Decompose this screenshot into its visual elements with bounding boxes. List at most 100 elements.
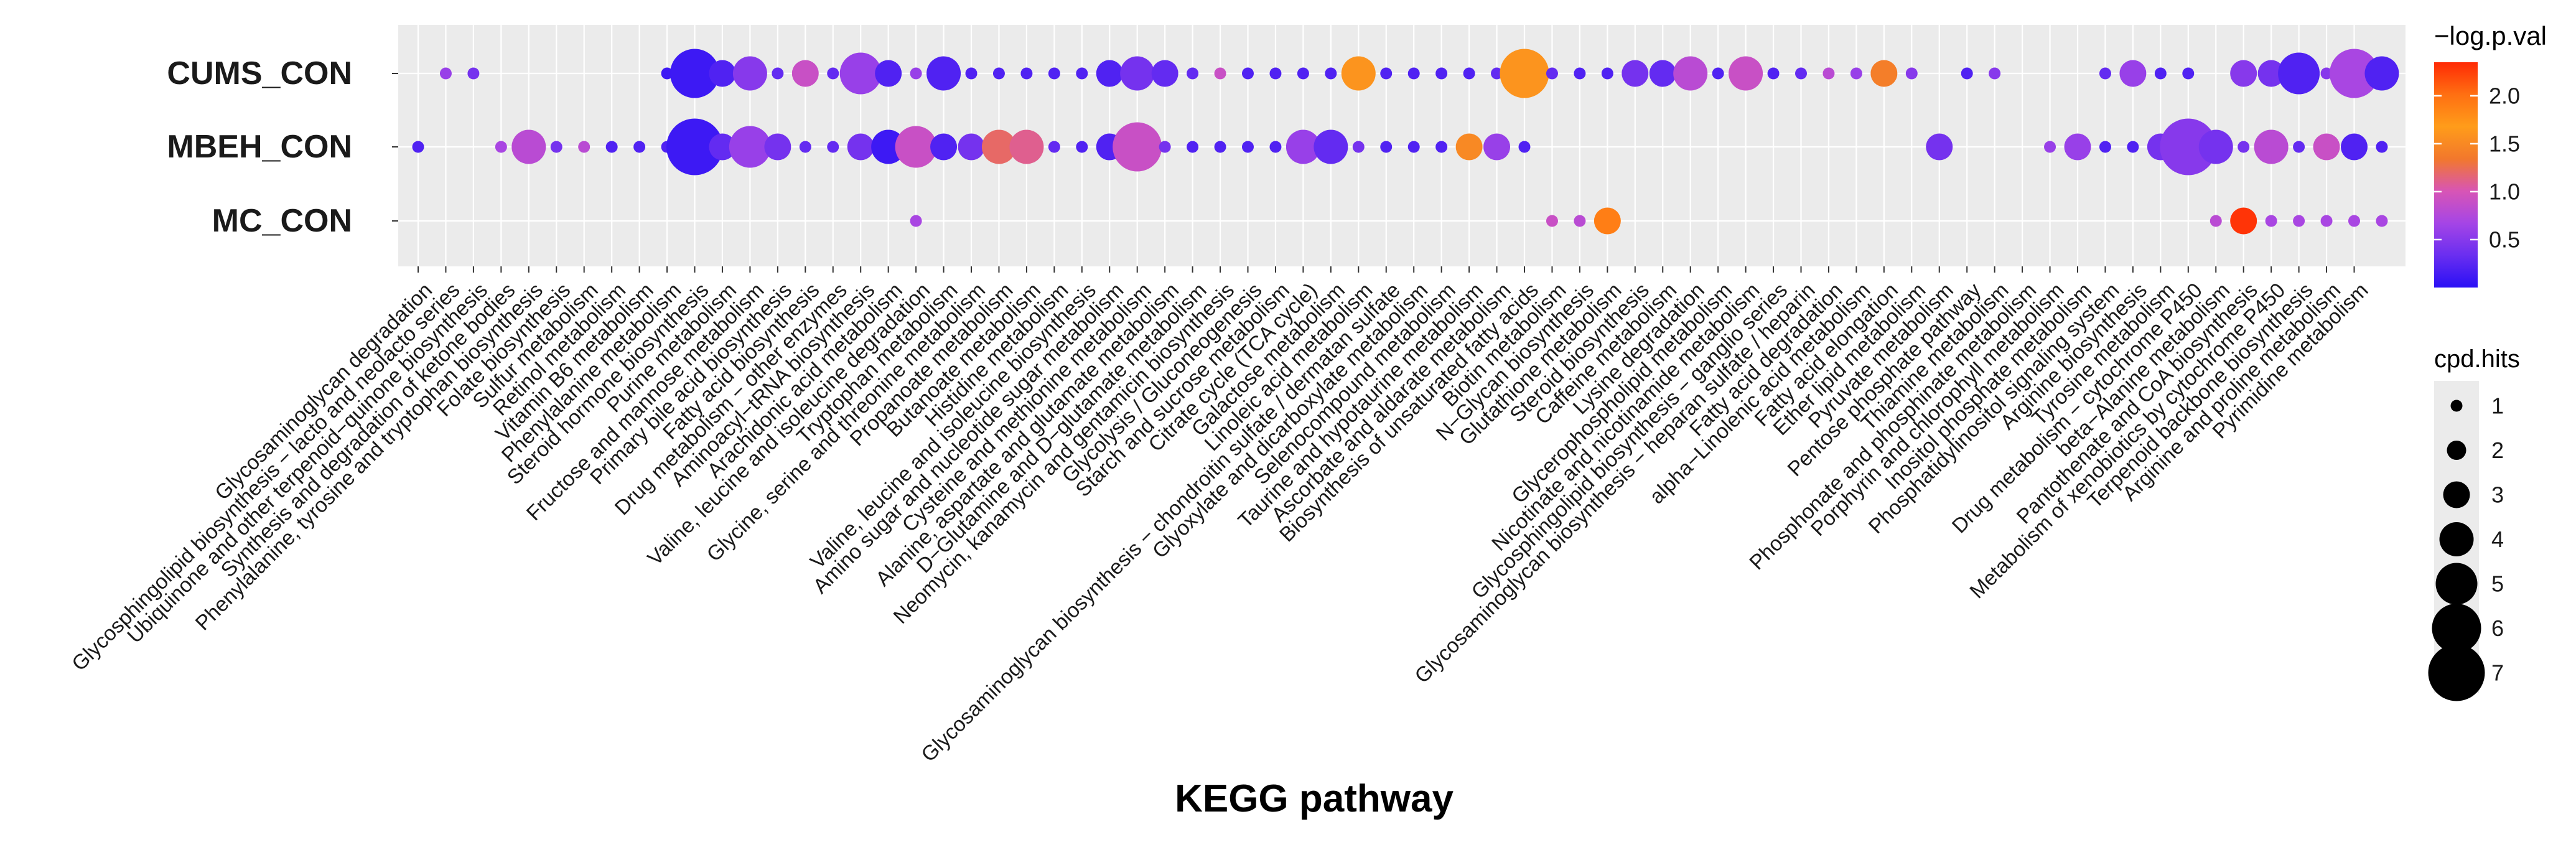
bubble-point: [1455, 133, 1483, 161]
bubble-point: [1314, 129, 1348, 164]
bubble-point: [1407, 141, 1420, 153]
bubble-point: [1622, 60, 1649, 87]
size-legend-label: 1: [2491, 393, 2504, 419]
bubble-point: [1242, 67, 1254, 80]
bubble-point: [1850, 67, 1862, 80]
bubble-point: [875, 60, 902, 87]
bubble-point: [1242, 141, 1254, 153]
bubble-point: [2364, 56, 2399, 91]
bubble-point: [1546, 67, 1558, 80]
size-legend-circle: [2432, 604, 2481, 653]
bubble-point: [2265, 215, 2277, 227]
bubble-point: [1407, 67, 1420, 80]
size-legend-circle: [2450, 400, 2463, 412]
bubble-point: [1076, 67, 1088, 80]
bubble-point: [827, 141, 839, 153]
size-legend-label: 6: [2491, 615, 2504, 641]
bubble-point: [1594, 207, 1621, 235]
color-bar: [2434, 62, 2478, 288]
bubble-point: [791, 60, 819, 87]
bubble-point: [827, 67, 839, 80]
bubble-point: [1380, 67, 1393, 80]
size-legend: cpd.hits 1 2 3 4 5 6 7: [2428, 345, 2520, 701]
bubble-point: [709, 133, 736, 161]
bubble-point: [2376, 141, 2388, 153]
x-tick-labels: Glycosaminoglycan degradationGlycosphing…: [68, 279, 2373, 767]
bubble-point: [2348, 215, 2360, 227]
color-bar-label: 1.0: [2489, 179, 2520, 204]
bubble-point: [2099, 141, 2111, 153]
bubble-point: [2154, 67, 2167, 80]
bubble-point: [2278, 52, 2320, 95]
bubble-point: [1500, 49, 1549, 98]
bubble-point: [1463, 67, 1475, 80]
bubble-point: [1020, 67, 1033, 80]
bubble-point: [2182, 67, 2195, 80]
bubble-point: [1009, 129, 1044, 164]
bubble-point: [1574, 215, 1586, 227]
bubble-point: [1926, 133, 1953, 161]
bubble-point: [1151, 60, 1178, 87]
bubble-point: [467, 67, 480, 80]
bubble-point: [2210, 215, 2222, 227]
bubble-point: [992, 67, 1005, 80]
bubble-point: [1546, 215, 1558, 227]
color-bar-label: 2.0: [2489, 83, 2520, 108]
bubble-point: [2198, 129, 2233, 164]
bubble-point: [2293, 215, 2305, 227]
bubble-point: [2238, 141, 2250, 153]
bubble-point: [1729, 56, 1763, 91]
bubble-point: [1822, 67, 1835, 80]
bubble-point: [1961, 67, 1973, 80]
bubble-point: [2254, 129, 2289, 164]
bubble-point: [1096, 60, 1123, 87]
size-legend-circle: [2443, 481, 2470, 508]
color-bar-label: 0.5: [2489, 227, 2520, 252]
bubble-point: [2320, 67, 2333, 80]
bubble-point: [2119, 60, 2147, 87]
bubble-point: [1673, 56, 1708, 91]
bubble-point: [1767, 67, 1780, 80]
bubble-point: [732, 56, 767, 91]
size-legend-circle: [2439, 522, 2474, 556]
bubble-point: [1113, 122, 1162, 172]
size-legend-label: 4: [2491, 526, 2504, 552]
bubble-point: [633, 141, 646, 153]
bubble-point: [1269, 67, 1282, 80]
bubble-point: [2127, 141, 2139, 153]
bubble-point: [926, 56, 961, 91]
bubble-point: [2293, 141, 2305, 153]
bubble-point: [1048, 141, 1060, 153]
x-tick-label: Ubiquinone and other terpenoid−quinone b…: [123, 279, 492, 648]
bubble-point: [1574, 67, 1586, 80]
bubble-point: [2099, 67, 2111, 80]
bubble-point: [2330, 49, 2379, 98]
bubble-point: [981, 129, 1016, 164]
color-bar-label: 1.5: [2489, 131, 2520, 156]
bubble-point: [1352, 141, 1365, 153]
x-tick-label: Glycosphingolipid biosynthesis − lacto a…: [68, 279, 465, 676]
bubble-point: [910, 67, 922, 80]
bubble-point: [1341, 56, 1376, 91]
bubble-point: [729, 126, 771, 168]
bubble-point: [1297, 67, 1309, 80]
bubble-point: [2257, 60, 2285, 87]
size-legend-title: cpd.hits: [2434, 345, 2520, 373]
color-legend: −log.p.val 0.5 1.0 1.5 2.0: [2434, 21, 2547, 288]
bubble-point: [1187, 67, 1199, 80]
bubble-point: [1076, 141, 1088, 153]
bubble-point: [839, 52, 882, 95]
size-legend-label: 5: [2491, 571, 2504, 597]
bubble-point: [1905, 67, 1918, 80]
bubble-point: [895, 126, 937, 168]
bubble-point: [847, 133, 874, 161]
bubble-point: [1120, 56, 1155, 91]
bubble-point: [930, 133, 958, 161]
bubble-point: [1870, 60, 1898, 87]
bubble-point: [1187, 141, 1199, 153]
bubble-points: [412, 49, 2399, 235]
bubble-point: [511, 129, 546, 164]
x-axis-ticks: [418, 266, 2355, 273]
bubble-point: [2160, 118, 2217, 175]
y-axis-ticks: [392, 73, 398, 222]
